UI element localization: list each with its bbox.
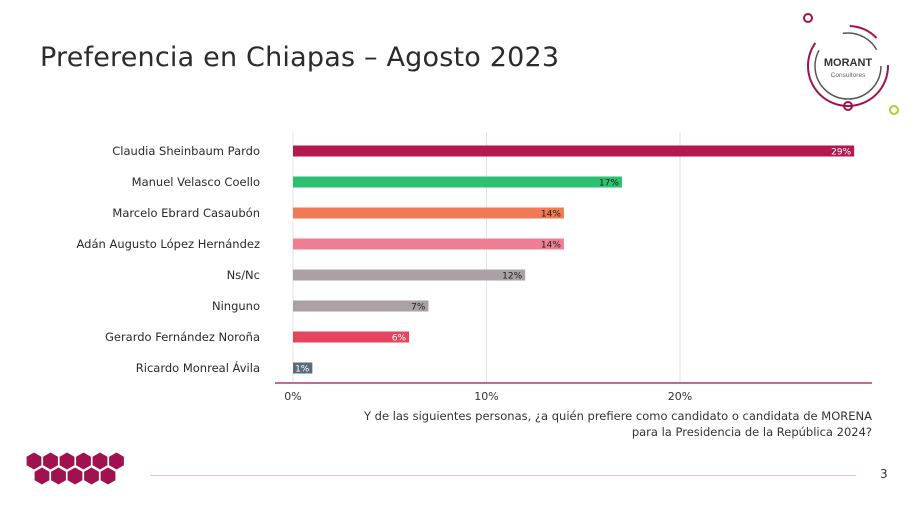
data-label: 12%	[502, 272, 522, 282]
category-label: Manuel Velasco Coello	[132, 175, 260, 189]
data-label: 7%	[411, 303, 426, 313]
bar	[293, 238, 564, 250]
x-tick-label: 10%	[474, 390, 498, 403]
bar	[293, 176, 622, 188]
footer-divider	[150, 475, 856, 476]
bar	[293, 145, 855, 157]
bar	[293, 300, 429, 312]
bar	[293, 362, 313, 374]
page-number: 3	[880, 467, 888, 481]
hexagon-shape	[67, 467, 83, 485]
bar	[293, 331, 410, 343]
bar	[293, 269, 526, 281]
data-label: 17%	[599, 179, 619, 189]
category-label: Marcelo Ebrard Casaubón	[112, 206, 260, 220]
hexagon-shape	[51, 467, 66, 485]
morant-logo: MORANT Consultores	[803, 13, 899, 115]
hexagon-shape	[43, 452, 58, 470]
category-label: Gerardo Fernández Noroña	[105, 330, 260, 344]
hexagon-shape	[34, 467, 50, 485]
chart-caption: Y de las siguientes personas, ¿a quién p…	[363, 409, 872, 439]
hexagon-shape	[26, 452, 42, 470]
hexagon-shape	[109, 452, 124, 470]
bar	[293, 207, 564, 219]
slide-title: Preferencia en Chiapas – Agosto 2023	[40, 42, 560, 73]
category-label: Ninguno	[212, 299, 260, 313]
category-label: Adán Augusto López Hernández	[77, 237, 260, 251]
category-label: Ns/Nc	[227, 268, 260, 282]
data-label: 1%	[295, 365, 310, 375]
logo-subtext: Consultores	[831, 72, 866, 79]
hexagon-shape	[100, 467, 116, 485]
data-label: 29%	[831, 148, 851, 158]
category-label: Ricardo Monreal Ávila	[136, 360, 260, 375]
hexagon-shape	[76, 452, 91, 470]
data-label: 14%	[541, 241, 561, 251]
x-tick-label: 0%	[284, 390, 301, 403]
category-label: Claudia Sheinbaum Pardo	[112, 144, 260, 158]
data-label: 6%	[392, 334, 407, 344]
data-label: 14%	[541, 210, 561, 220]
circular-logo-icon	[803, 13, 899, 115]
hexagon-shape	[84, 467, 99, 485]
hexagon-shape	[59, 452, 75, 470]
hexagon-shape	[92, 452, 108, 470]
hexagon-cluster-icon	[26, 452, 124, 485]
x-tick-label: 20%	[668, 390, 692, 403]
logo-text: MORANT	[824, 57, 873, 69]
